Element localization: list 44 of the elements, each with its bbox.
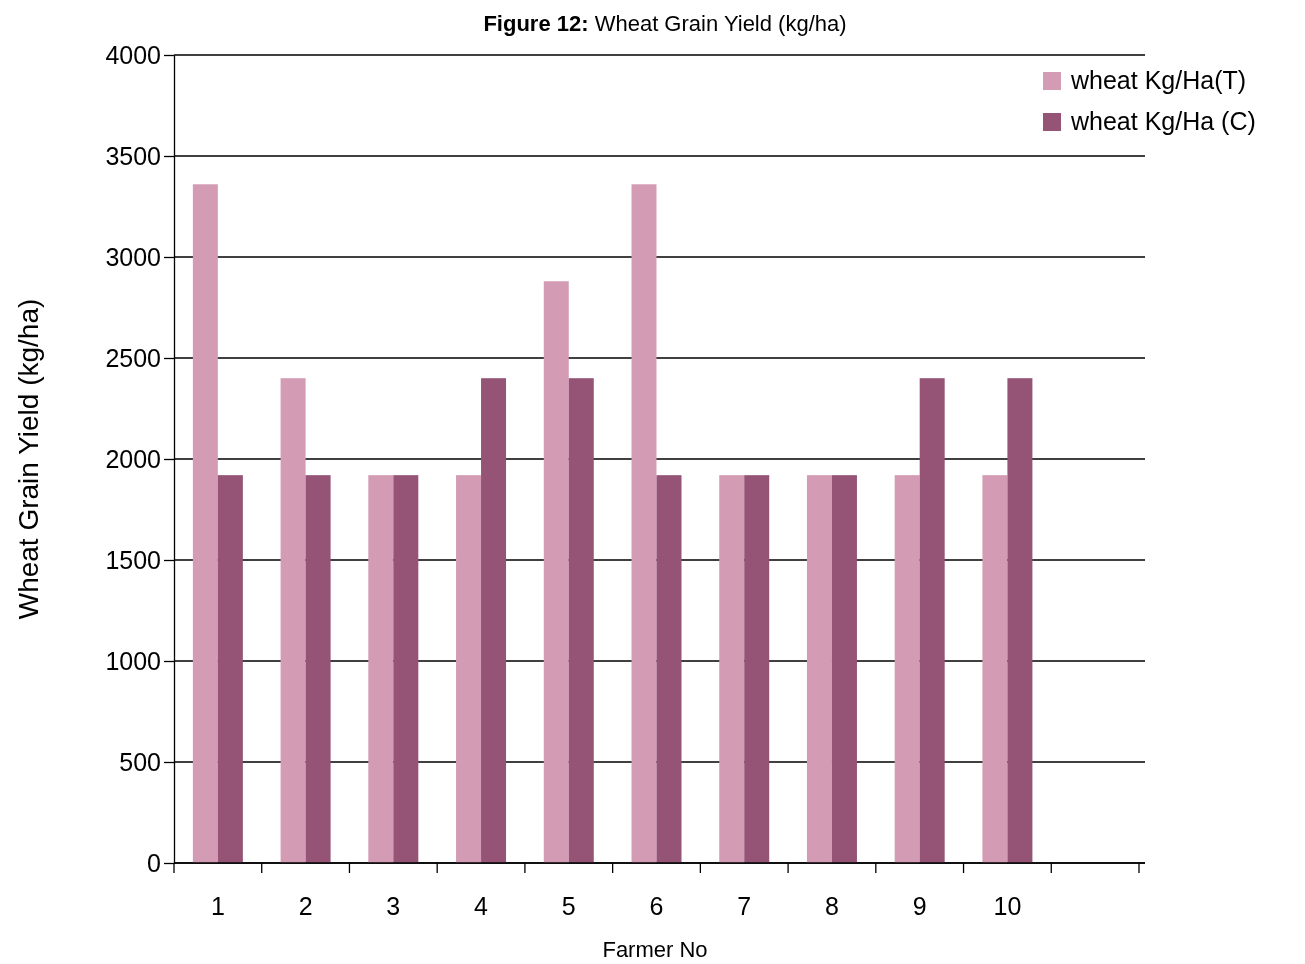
bar (806, 475, 832, 863)
bar (305, 475, 331, 863)
bar (982, 475, 1008, 863)
x-tick-label: 8 (825, 892, 839, 920)
y-tick-label: 1000 (105, 646, 161, 675)
legend-label: wheat Kg/Ha (C) (1070, 107, 1256, 135)
bar (192, 184, 218, 863)
bar (894, 475, 920, 863)
x-tick-label: 2 (298, 892, 313, 920)
bar (543, 281, 569, 863)
bar (1007, 378, 1033, 863)
bar (919, 378, 945, 863)
x-tick-label: 9 (912, 892, 927, 920)
bar (656, 475, 682, 863)
x-tick-label: 6 (649, 892, 664, 920)
x-tick-label: 5 (561, 892, 576, 920)
bar (217, 475, 243, 863)
y-tick-label: 4000 (105, 40, 161, 69)
bar (368, 475, 394, 863)
bar (456, 475, 482, 863)
bar (393, 475, 419, 863)
legend-label: wheat Kg/Ha(T) (1070, 66, 1247, 94)
bar (744, 475, 770, 863)
bar (719, 475, 745, 863)
y-tick-label: 2000 (105, 444, 161, 473)
y-tick-label: 1500 (105, 545, 161, 574)
y-tick-label: 0 (147, 848, 161, 877)
bar (568, 378, 594, 863)
x-axis-title: Farmer No (602, 937, 708, 962)
x-tick-label: 10 (993, 892, 1022, 920)
x-tick-label: 4 (474, 892, 489, 920)
bar (831, 475, 857, 863)
chart-title: Figure 12: Wheat Grain Yield (kg/ha) (483, 11, 847, 36)
y-tick-label: 3500 (105, 141, 161, 170)
bar (631, 184, 657, 863)
y-tick-label: 3000 (105, 242, 161, 271)
y-tick-label: 500 (119, 747, 161, 776)
bar (481, 378, 507, 863)
x-tick-label: 1 (210, 892, 225, 920)
bar (280, 378, 306, 863)
y-axis-title: Wheat Grain Yield (kg/ha) (13, 298, 44, 620)
x-tick-label: 7 (737, 892, 752, 920)
y-tick-label: 2500 (105, 343, 161, 372)
x-tick-label: 3 (386, 892, 401, 920)
